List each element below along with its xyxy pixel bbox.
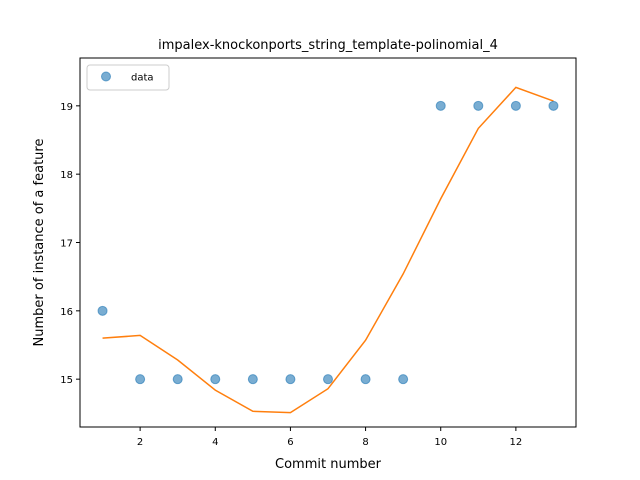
legend: data xyxy=(86,64,170,91)
data-point xyxy=(97,305,108,316)
axis-ticks: 2 4 6 8 10 12 15 16 17 18 19 xyxy=(60,102,522,448)
data-point xyxy=(247,374,258,385)
data-point xyxy=(510,100,521,111)
y-tick-label: 17 xyxy=(60,239,73,250)
data-point xyxy=(435,100,446,111)
x-tick-label: 6 xyxy=(287,437,293,448)
axes-frame xyxy=(79,57,577,428)
x-tick-label: 2 xyxy=(137,437,143,448)
legend-box xyxy=(86,64,170,91)
x-tick-label: 12 xyxy=(510,437,523,448)
y-tick-label: 16 xyxy=(60,307,73,318)
x-tick-label: 8 xyxy=(362,437,368,448)
chart-title: impalex-knockonports_string_template-pol… xyxy=(158,38,498,53)
fit-line xyxy=(102,86,554,414)
y-axis-label: Number of instance of a feature xyxy=(32,139,47,347)
x-axis-label: Commit number xyxy=(275,457,382,472)
y-tick-label: 15 xyxy=(60,375,73,386)
data-point xyxy=(548,100,559,111)
data-point xyxy=(398,374,409,385)
x-tick-label: 4 xyxy=(212,437,218,448)
data-point xyxy=(135,374,146,385)
data-point xyxy=(473,100,484,111)
y-tick-label: 18 xyxy=(60,170,73,181)
data-point xyxy=(323,374,333,385)
legend-marker-data xyxy=(101,71,111,82)
y-tick-label: 19 xyxy=(60,102,73,113)
data-point xyxy=(360,374,371,385)
legend-label-data: data xyxy=(131,73,154,84)
data-point xyxy=(210,374,221,385)
x-tick-label: 10 xyxy=(434,437,447,448)
data-point xyxy=(285,374,296,385)
series-layer xyxy=(97,86,559,414)
data-point xyxy=(172,374,183,385)
